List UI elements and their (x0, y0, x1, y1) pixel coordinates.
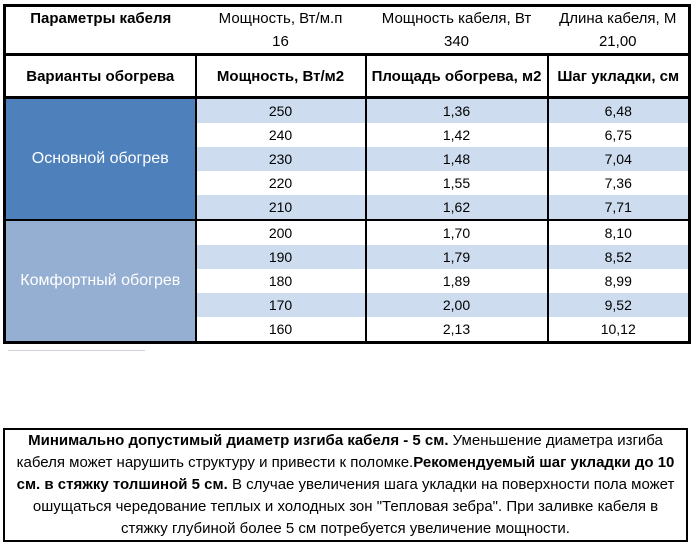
note-bold-min-bend-diameter: Минимально допустимый диаметр изгиба каб… (28, 432, 449, 449)
section-label-comfort-heating: Комфортный обогрев (4, 219, 197, 343)
cell-power: 180 (194, 269, 367, 293)
cell-step: 8,10 (546, 219, 691, 245)
params-values-row: 16 340 21,00 (5, 30, 690, 55)
cell-area: 1,42 (364, 123, 549, 147)
cell-area: 1,36 (364, 97, 549, 123)
cable-parameters-table: Параметры кабеля Мощность, Вт/м.п Мощнос… (3, 4, 691, 344)
cell-step: 7,71 (546, 195, 691, 220)
cell-step: 6,48 (546, 97, 691, 123)
cell-step: 8,99 (546, 269, 691, 293)
cell-border-artifact (8, 350, 145, 351)
cell-step: 6,75 (546, 123, 691, 147)
cell-power: 240 (194, 123, 367, 147)
cell-power: 200 (194, 219, 367, 245)
cell-step: 7,36 (546, 171, 691, 195)
heating-table-header-row: Варианты обогрева Мощность, Вт/м2 Площад… (3, 53, 691, 99)
cell-area: 1,62 (364, 195, 549, 220)
cell-power: 210 (194, 195, 367, 220)
cell-power: 250 (194, 97, 367, 123)
params-value-power-per-meter: 16 (272, 33, 289, 50)
cell-step: 10,12 (546, 317, 691, 343)
table-row: 190 1,79 8,52 (5, 245, 691, 269)
cell-area: 2,13 (364, 317, 549, 343)
note-box: Минимально допустимый диаметр изгиба каб… (3, 428, 688, 542)
table-row: 180 1,89 8,99 (5, 269, 691, 293)
header-heating-area: Площадь обогрева, м2 (364, 53, 549, 99)
cell-power: 160 (194, 317, 367, 343)
note-bold-recommended-step: Рекомендуемый шаг укладки до 10 см. в ст… (16, 454, 675, 493)
cell-power: 190 (194, 245, 367, 269)
params-value-cable-length: 21,00 (598, 33, 637, 50)
table-row: 170 2,00 9,52 (5, 293, 691, 317)
header-power-per-m2: Мощность, Вт/м2 (194, 53, 367, 99)
header-laying-step: Шаг укладки, см (546, 53, 691, 99)
cell-step: 8,52 (546, 245, 691, 269)
table-row: 240 1,42 6,75 (5, 123, 691, 147)
params-col-cable-length: Длина кабеля, М (559, 10, 677, 27)
table-row: 210 1,62 7,71 (5, 195, 691, 220)
params-header-row: Параметры кабеля Мощность, Вт/м.п Мощнос… (5, 6, 690, 31)
table-row: Основной обогрев 250 1,36 6,48 (4, 97, 691, 220)
cell-area: 1,79 (364, 245, 549, 269)
table-row: 230 1,48 7,04 (5, 147, 691, 171)
cell-area: 1,70 (364, 219, 549, 245)
cell-step: 7,04 (546, 147, 691, 171)
header-heating-variants: Варианты обогрева (3, 53, 197, 99)
table-row: Комфортный обогрев 200 1,70 8,10 (4, 219, 691, 343)
note-regular-1: Уменьшение диаметра изгиба кабеля может … (16, 432, 663, 471)
section-label-main-heating: Основной обогрев (4, 97, 197, 220)
table-row: 160 2,13 10,12 (5, 317, 691, 343)
note-regular-2: В случае увеличения шага укладки на пове… (32, 476, 675, 537)
cell-area: 2,00 (364, 293, 549, 317)
note-text: Минимально допустимый диаметр изгиба каб… (5, 430, 686, 540)
cell-power: 170 (194, 293, 367, 317)
cell-power: 230 (194, 147, 367, 171)
params-col-power-per-meter: Мощность, Вт/м.п (218, 10, 343, 27)
params-title: Параметры кабеля (30, 10, 172, 27)
table-row: 220 1,55 7,36 (5, 171, 691, 195)
params-empty-cell (5, 30, 196, 55)
cell-area: 1,89 (364, 269, 549, 293)
cell-area: 1,48 (364, 147, 549, 171)
params-value-cable-power: 340 (443, 33, 470, 50)
params-col-cable-power: Мощность кабеля, Вт (381, 10, 532, 27)
cell-area: 1,55 (364, 171, 549, 195)
cell-power: 220 (194, 171, 367, 195)
cell-step: 9,52 (546, 293, 691, 317)
